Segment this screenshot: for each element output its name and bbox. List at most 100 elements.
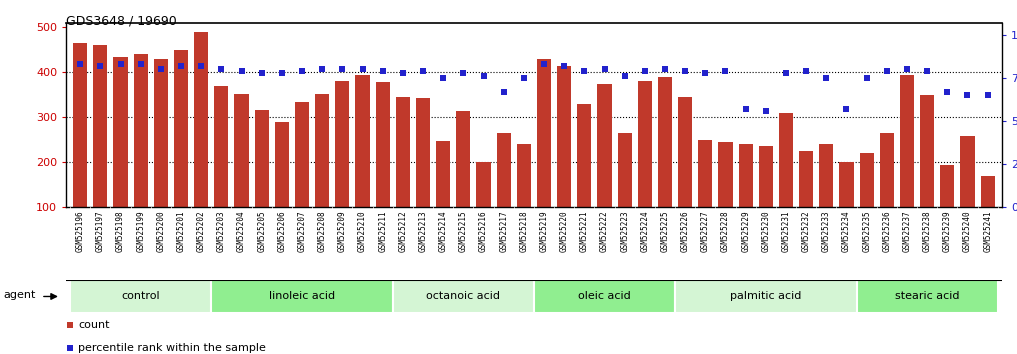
Bar: [941, 165, 954, 252]
Bar: [799, 151, 814, 252]
Bar: [133, 55, 147, 252]
Text: GSM525203: GSM525203: [217, 211, 226, 252]
Bar: [960, 136, 974, 252]
Bar: [779, 113, 793, 252]
Text: GSM525218: GSM525218: [520, 211, 529, 252]
Text: GSM525226: GSM525226: [680, 211, 690, 252]
Text: GSM525232: GSM525232: [801, 211, 811, 252]
Text: GSM525214: GSM525214: [438, 211, 447, 252]
Bar: [396, 97, 410, 252]
Bar: [212, 280, 393, 313]
Text: GSM525212: GSM525212: [399, 211, 408, 252]
Bar: [617, 133, 632, 252]
Bar: [154, 59, 168, 252]
Text: percentile rank within the sample: percentile rank within the sample: [78, 343, 266, 353]
Bar: [557, 65, 572, 252]
Text: GSM525240: GSM525240: [963, 211, 972, 252]
Text: octanoic acid: octanoic acid: [426, 291, 500, 302]
Bar: [254, 110, 268, 252]
Text: GSM525205: GSM525205: [257, 211, 266, 252]
Bar: [900, 75, 914, 252]
Text: GSM525239: GSM525239: [943, 211, 952, 252]
Bar: [457, 110, 471, 252]
Bar: [597, 84, 611, 252]
Bar: [839, 162, 853, 252]
Text: linoleic acid: linoleic acid: [268, 291, 335, 302]
Text: count: count: [78, 320, 110, 330]
Text: GSM525229: GSM525229: [741, 211, 751, 252]
Bar: [537, 59, 551, 252]
Text: GSM525225: GSM525225: [660, 211, 669, 252]
Bar: [215, 86, 229, 252]
Bar: [336, 81, 350, 252]
Text: GSM525217: GSM525217: [499, 211, 508, 252]
Text: GSM525215: GSM525215: [459, 211, 468, 252]
Bar: [194, 32, 208, 252]
Bar: [436, 141, 451, 252]
Text: GSM525196: GSM525196: [75, 211, 84, 252]
Text: palmitic acid: palmitic acid: [730, 291, 801, 302]
Bar: [658, 77, 672, 252]
Bar: [578, 104, 592, 252]
Text: GSM525236: GSM525236: [883, 211, 891, 252]
Text: GSM525197: GSM525197: [96, 211, 105, 252]
Text: GSM525230: GSM525230: [762, 211, 770, 252]
Text: GSM525237: GSM525237: [902, 211, 911, 252]
Text: GSM525220: GSM525220: [559, 211, 569, 252]
Bar: [476, 162, 490, 252]
Text: stearic acid: stearic acid: [895, 291, 959, 302]
Text: GSM525201: GSM525201: [177, 211, 185, 252]
Bar: [638, 81, 652, 252]
Text: agent: agent: [3, 290, 36, 300]
Bar: [738, 144, 753, 252]
Bar: [534, 280, 675, 313]
Text: GSM525222: GSM525222: [600, 211, 609, 252]
Text: GSM525228: GSM525228: [721, 211, 730, 252]
Bar: [94, 45, 108, 252]
Text: GSM525219: GSM525219: [539, 211, 548, 252]
Text: GSM525211: GSM525211: [378, 211, 387, 252]
Bar: [114, 57, 127, 252]
Bar: [980, 176, 995, 252]
Text: GSM525209: GSM525209: [338, 211, 347, 252]
Text: GSM525210: GSM525210: [358, 211, 367, 252]
Bar: [375, 82, 390, 252]
Bar: [275, 122, 289, 252]
Bar: [416, 98, 430, 252]
Text: GSM525202: GSM525202: [196, 211, 205, 252]
Text: oleic acid: oleic acid: [578, 291, 631, 302]
Text: GDS3648 / 19690: GDS3648 / 19690: [66, 14, 177, 27]
Text: GSM525206: GSM525206: [278, 211, 287, 252]
Bar: [517, 144, 531, 252]
Bar: [759, 145, 773, 252]
Bar: [295, 102, 309, 252]
Bar: [718, 142, 732, 252]
Text: GSM525227: GSM525227: [701, 211, 710, 252]
Bar: [174, 50, 188, 252]
Text: GSM525223: GSM525223: [620, 211, 630, 252]
Text: GSM525198: GSM525198: [116, 211, 125, 252]
Bar: [356, 75, 369, 252]
Bar: [496, 133, 511, 252]
Bar: [920, 95, 935, 252]
Text: GSM525234: GSM525234: [842, 211, 851, 252]
Text: GSM525207: GSM525207: [298, 211, 306, 252]
Bar: [859, 153, 874, 252]
Text: GSM525231: GSM525231: [781, 211, 790, 252]
Text: GSM525208: GSM525208: [317, 211, 326, 252]
Bar: [315, 94, 330, 252]
Text: control: control: [121, 291, 160, 302]
Text: GSM525199: GSM525199: [136, 211, 145, 252]
Bar: [70, 280, 212, 313]
Text: GSM525204: GSM525204: [237, 211, 246, 252]
Bar: [856, 280, 998, 313]
Bar: [73, 43, 87, 252]
Text: GSM525221: GSM525221: [580, 211, 589, 252]
Text: GSM525235: GSM525235: [862, 211, 872, 252]
Bar: [675, 280, 856, 313]
Text: GSM525216: GSM525216: [479, 211, 488, 252]
Text: GSM525200: GSM525200: [157, 211, 166, 252]
Bar: [880, 133, 894, 252]
Bar: [699, 140, 712, 252]
Text: GSM525233: GSM525233: [822, 211, 831, 252]
